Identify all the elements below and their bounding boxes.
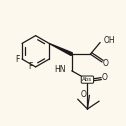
Polygon shape <box>49 43 72 56</box>
Text: O: O <box>81 90 86 99</box>
Text: Abs: Abs <box>82 77 92 82</box>
Text: O: O <box>103 58 109 68</box>
Text: HN: HN <box>54 65 66 74</box>
Text: F: F <box>29 62 33 71</box>
Text: O: O <box>102 73 108 82</box>
Text: F: F <box>15 55 19 64</box>
Text: OH: OH <box>104 36 116 45</box>
